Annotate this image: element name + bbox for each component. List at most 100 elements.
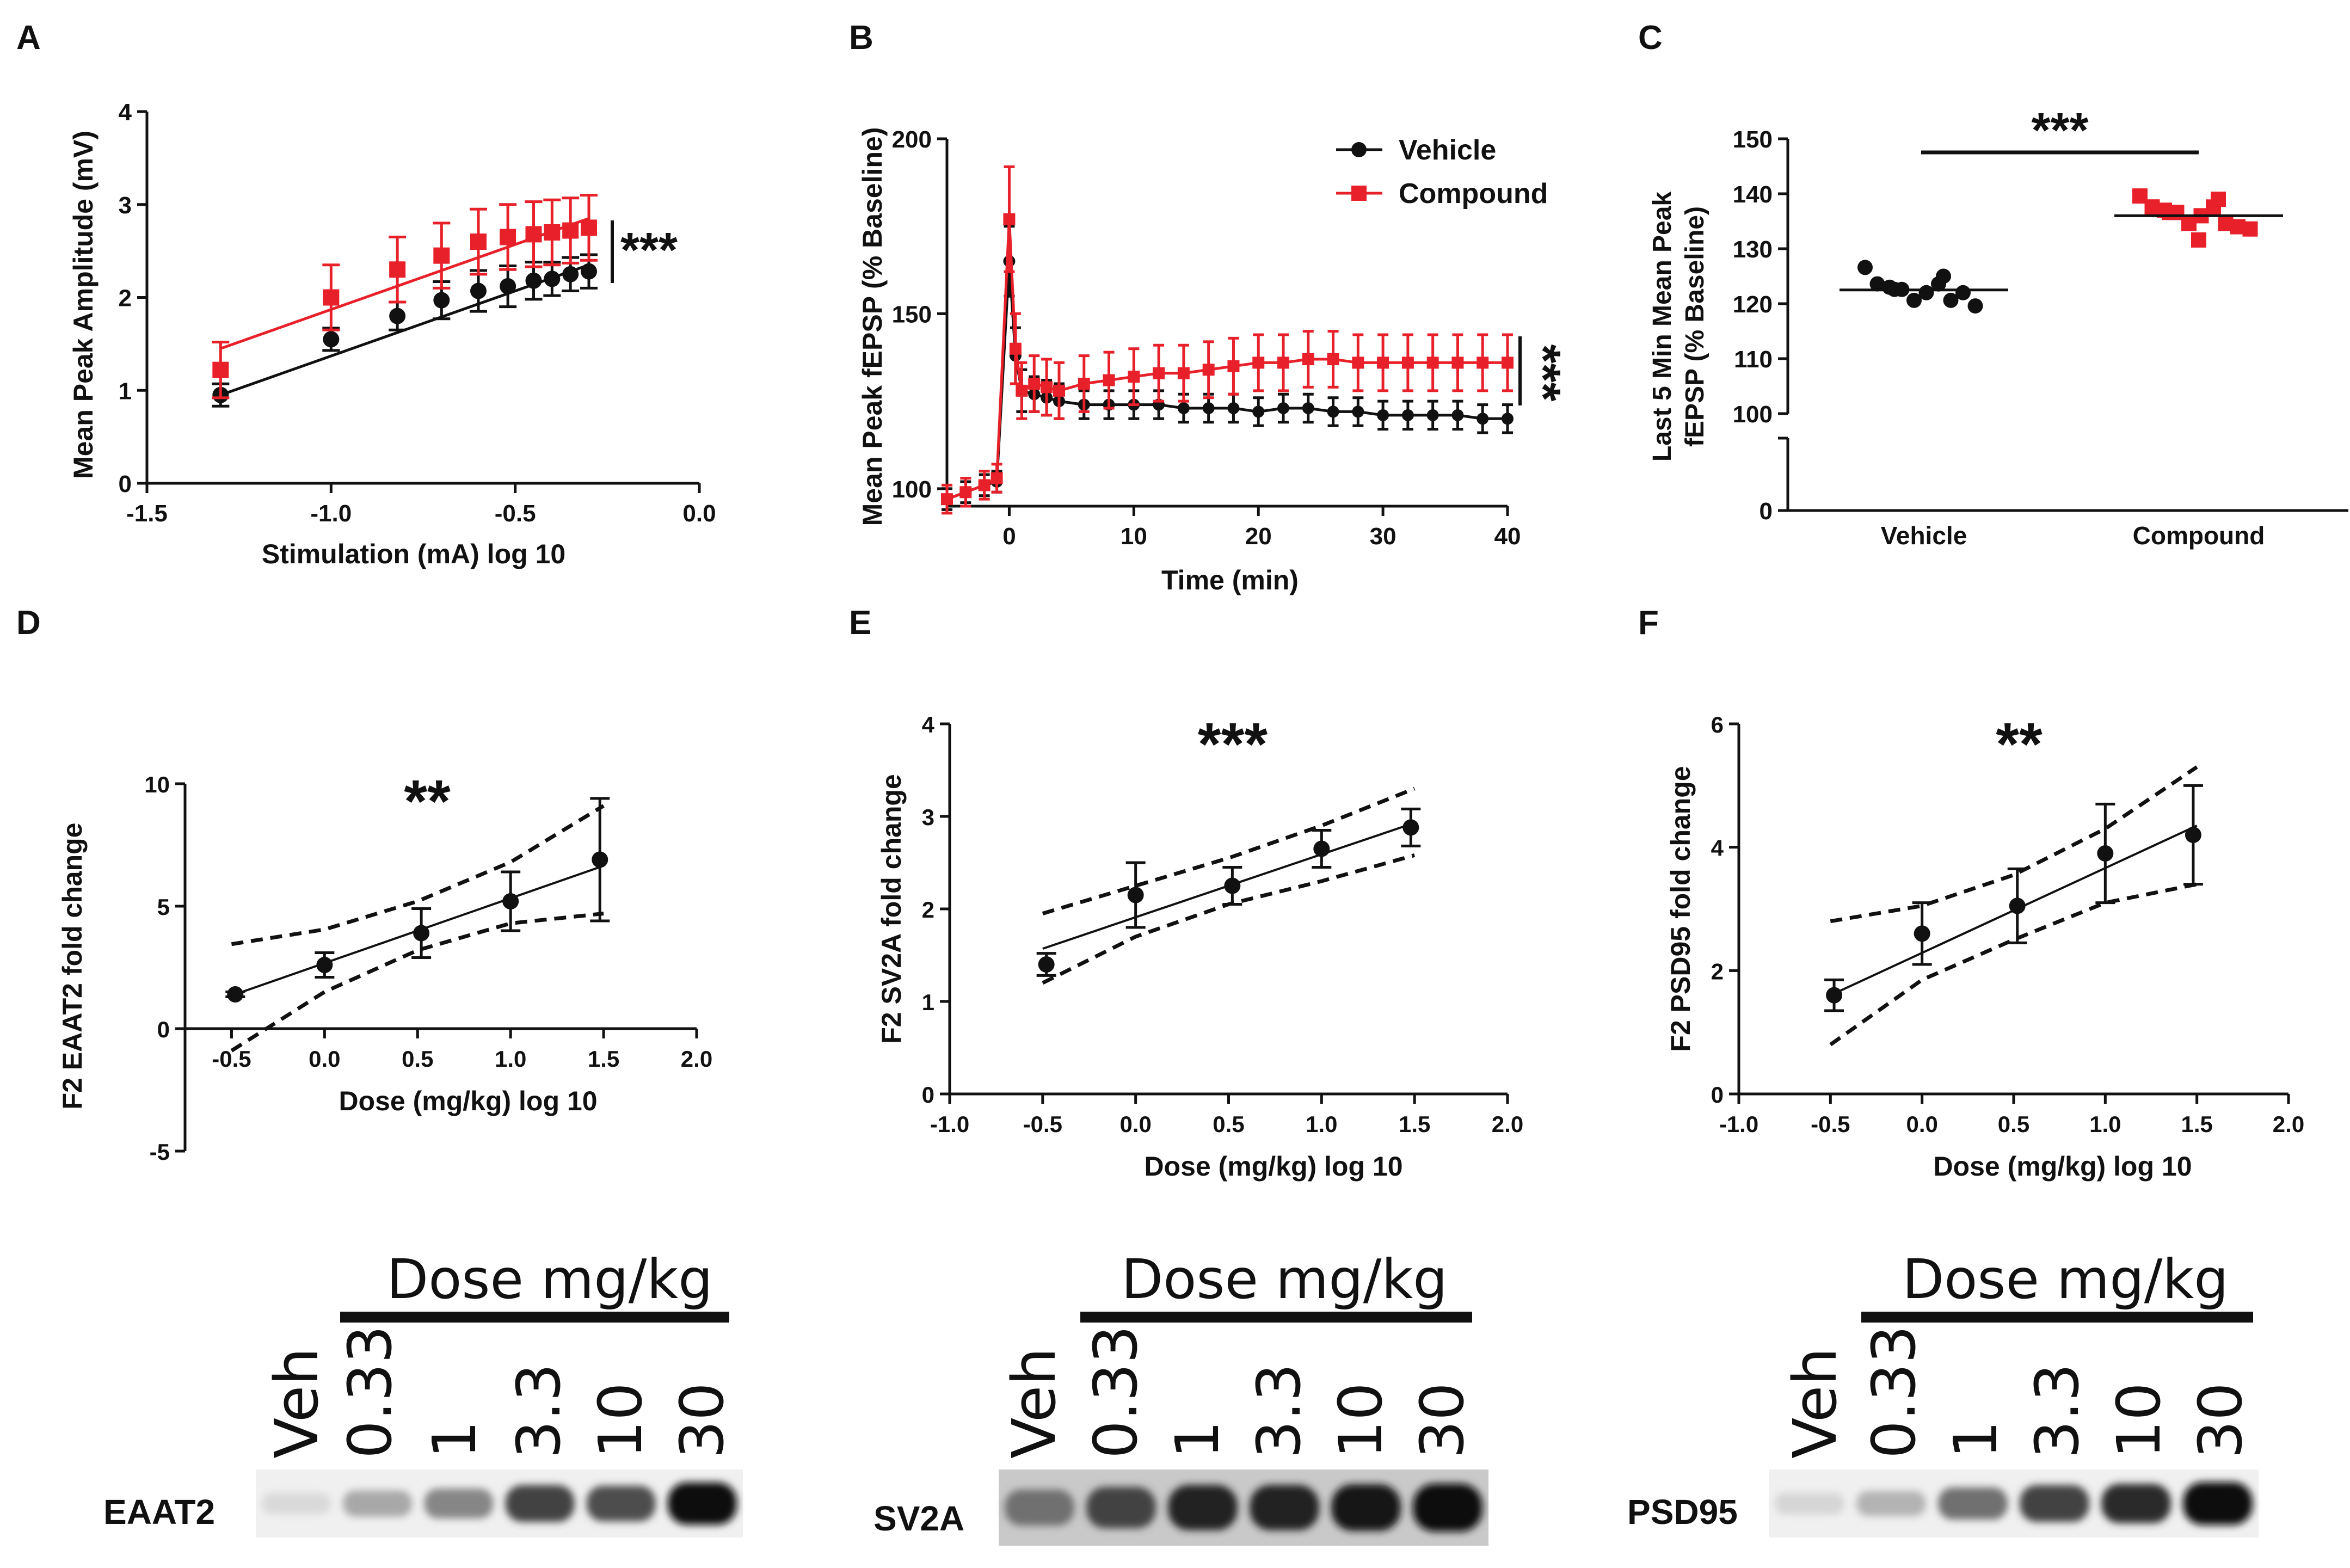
y-tick-label: 1 xyxy=(119,378,132,404)
data-point xyxy=(991,472,1003,484)
x-category-label: Compound xyxy=(2133,521,2265,550)
data-point xyxy=(1009,342,1022,355)
lane-label: 0.33 xyxy=(1859,1325,1929,1459)
data-point xyxy=(1202,364,1215,376)
panel-e: E Dose (mg/kg) log 10 F2 SV2A fold chang… xyxy=(849,604,1523,1182)
ci-upper-band xyxy=(1042,786,1416,915)
lane-label: 3.3 xyxy=(2022,1363,2092,1459)
data-point xyxy=(1313,840,1330,857)
data-point xyxy=(1914,925,1930,942)
x-tick-label: 0.0 xyxy=(309,1046,340,1072)
blot-band xyxy=(1775,1492,1844,1515)
lane-label: 1 xyxy=(420,1421,489,1459)
data-point xyxy=(1227,360,1240,372)
x-category-label: Vehicle xyxy=(1881,521,1967,550)
data-point xyxy=(502,893,519,909)
western-blot-psd95: Dose mg/kg PSD95 Veh 0.33 1 3.3 10 30 xyxy=(1627,1247,2259,1538)
data-point xyxy=(1128,371,1140,383)
panel-b: B Time (min) Mean Peak fEPSP (% Baseline… xyxy=(849,19,1570,595)
x-tick-label: 1.5 xyxy=(2181,1111,2212,1137)
data-point xyxy=(389,261,406,278)
x-tick-label: 2.0 xyxy=(681,1046,712,1072)
y-tick-label: 150 xyxy=(1733,126,1773,153)
data-point xyxy=(1177,367,1190,379)
data-point xyxy=(1227,402,1240,414)
data-point xyxy=(562,266,579,282)
data-point xyxy=(2191,232,2206,248)
data-point xyxy=(389,308,406,324)
data-point xyxy=(2211,192,2226,207)
data-point xyxy=(1426,356,1439,369)
data-point xyxy=(1352,405,1364,418)
panel-letter-c: C xyxy=(1638,19,1663,57)
x-axis-label: Dose (mg/kg) log 10 xyxy=(1933,1151,2192,1182)
x-tick-label: 30 xyxy=(1370,523,1397,550)
data-point xyxy=(562,222,579,239)
panel-letter-f: F xyxy=(1638,604,1659,642)
data-point xyxy=(1127,887,1144,903)
data-point xyxy=(1016,384,1028,397)
y-tick-label: 0 xyxy=(922,1082,934,1108)
data-point xyxy=(227,986,244,1003)
significance-marker: ** xyxy=(1996,711,2043,778)
y-axis-label: Mean Peak fEPSP (% Baseline) xyxy=(857,127,888,526)
y-axis-label-line-1: Last 5 Min Mean Peak xyxy=(1648,192,1677,462)
data-point xyxy=(1936,268,1951,284)
y-tick-label: 150 xyxy=(892,301,932,328)
blot-membrane xyxy=(1769,1469,2259,1538)
significance-marker: *** xyxy=(1198,711,1268,778)
data-point xyxy=(1277,356,1289,369)
x-tick-label: 40 xyxy=(1494,523,1521,550)
data-point xyxy=(959,486,972,499)
y-axis-label: Mean Peak Amplitude (mV) xyxy=(68,131,99,479)
blot-band xyxy=(343,1490,413,1517)
data-point xyxy=(1028,378,1041,390)
data-point xyxy=(1826,987,1843,1004)
data-point xyxy=(544,270,561,287)
y-tick-label: 0 xyxy=(157,1017,170,1042)
panel-letter-a: A xyxy=(16,19,41,57)
series-vehicle xyxy=(1840,260,2008,314)
panel-letter-e: E xyxy=(849,604,871,642)
lane-label: Veh xyxy=(999,1348,1069,1459)
data-point xyxy=(1906,292,1922,308)
data-point xyxy=(581,219,597,236)
lane-label: 30 xyxy=(1407,1382,1477,1459)
data-point xyxy=(1103,374,1115,386)
blot-band xyxy=(262,1493,331,1514)
blot-dose-header: Dose mg/kg xyxy=(1121,1247,1448,1311)
panel-letter-b: B xyxy=(849,19,873,57)
data-point xyxy=(525,272,542,289)
y-tick-label: 4 xyxy=(1711,835,1724,861)
blot-band xyxy=(1250,1485,1319,1530)
x-tick-label: 20 xyxy=(1245,523,1272,550)
y-tick-label: 6 xyxy=(1711,712,1724,737)
y-axis-label: F2 EAAT2 fold change xyxy=(57,823,88,1110)
x-axis-label: Stimulation (mA) log 10 xyxy=(262,539,565,569)
data-point xyxy=(1918,285,1934,300)
data-point xyxy=(1401,356,1414,369)
data-point xyxy=(1327,353,1339,365)
x-tick-label: -1.0 xyxy=(930,1111,969,1137)
blot-protein-label: SV2A xyxy=(873,1499,964,1538)
series-line xyxy=(946,219,1508,501)
y-tick-label: 130 xyxy=(1733,236,1773,263)
y-tick-label: 3 xyxy=(922,804,934,830)
blot-band xyxy=(2101,1484,2171,1523)
y-tick-label: 5 xyxy=(157,894,170,920)
data-point xyxy=(1451,409,1464,421)
data-point xyxy=(592,851,608,868)
lane-label: 10 xyxy=(1326,1382,1395,1459)
data-point xyxy=(2162,205,2177,220)
data-point xyxy=(2185,827,2201,843)
data-point xyxy=(1078,378,1090,390)
y-tick-label: 100 xyxy=(892,476,932,503)
x-tick-label: 0.0 xyxy=(1906,1111,1937,1137)
series-eaat2 xyxy=(225,797,610,1053)
ci-upper-band xyxy=(1830,765,2198,924)
blot-band xyxy=(1005,1489,1074,1526)
y-tick-label: 0 xyxy=(119,471,132,497)
lane-label: 30 xyxy=(667,1382,737,1459)
data-point xyxy=(1377,356,1389,369)
data-point xyxy=(544,224,561,241)
